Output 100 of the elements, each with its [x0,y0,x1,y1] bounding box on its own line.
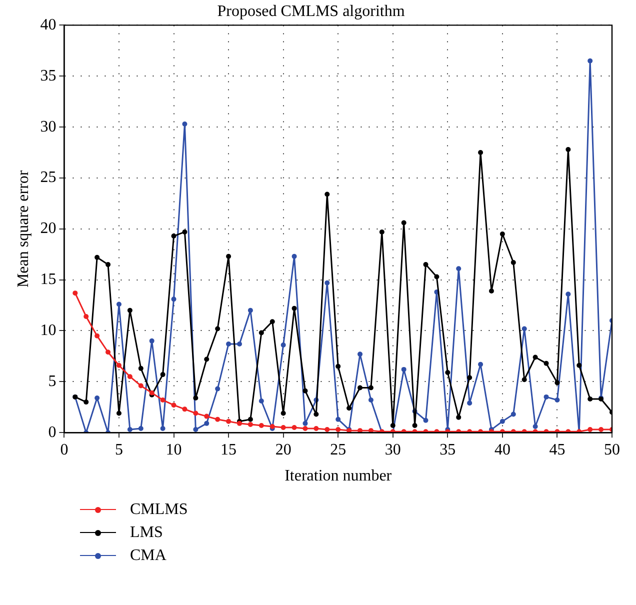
point [215,326,220,332]
point [106,262,111,268]
point [412,422,418,428]
point [292,254,297,259]
point [522,326,527,332]
point [467,400,472,406]
point [171,296,176,302]
point [324,192,330,197]
point [84,314,89,319]
point [193,410,198,416]
point [94,333,100,338]
x-tick-label: 30 [384,441,401,458]
y-tick-label: 35 [40,67,56,84]
point [314,412,319,417]
point [193,427,198,432]
point [94,395,100,400]
point [280,410,286,416]
point [488,288,494,294]
point [171,402,176,408]
point [138,426,144,432]
point [522,377,527,382]
point [160,426,166,432]
point [204,414,210,419]
point [270,319,275,324]
y-tick-label: 5 [48,372,56,390]
point [588,427,593,432]
point [116,362,122,368]
x-tick-label: 35 [440,441,456,458]
point [116,410,122,416]
point [324,427,330,432]
point [532,354,538,360]
point [204,356,210,362]
point [456,414,462,420]
point [510,412,516,417]
point [445,370,450,376]
point [127,308,132,313]
point [106,350,111,355]
point [236,341,242,346]
point [270,424,275,429]
point [368,398,374,403]
point [544,394,549,400]
legend-label: CMLMS [130,500,188,518]
point [510,260,516,266]
point [401,220,406,226]
legend-label: CMA [130,546,166,564]
y-axis-title: Mean square error [14,170,32,288]
point [358,385,363,390]
point [182,229,188,234]
point [588,396,593,402]
point [467,375,472,380]
point [302,388,308,394]
point [379,229,384,234]
point [566,292,571,297]
point [358,352,363,357]
point [478,150,484,156]
point [72,290,78,296]
x-tick-label: 45 [549,441,566,458]
y-tick-label: 30 [40,118,56,136]
point [171,234,176,239]
point [588,58,593,64]
point [160,398,166,403]
point [554,380,560,386]
point [566,146,571,152]
x-tick-label: 15 [220,441,237,458]
point [532,424,538,429]
point [314,426,319,432]
point [258,398,264,404]
y-tick-label: 10 [40,322,56,339]
point [248,416,253,422]
point [193,395,198,400]
point [280,342,286,348]
point [226,254,232,259]
chart-title: Proposed CMLMS algorithm [217,2,406,20]
point [336,416,341,422]
x-tick-label: 50 [604,441,620,458]
point [258,330,264,336]
x-axis-title: Iteration number [284,468,392,485]
point [302,420,308,426]
point [598,427,604,432]
y-tick-label: 20 [40,220,56,238]
legend-label: LMS [130,524,163,542]
point [182,406,188,412]
point [456,266,462,272]
point [401,366,406,372]
point [478,362,484,367]
y-tick-label: 25 [40,169,56,186]
point [204,420,210,426]
point [554,398,560,403]
x-tick-label: 0 [60,441,68,458]
x-tick-label: 40 [494,441,510,458]
point [434,274,440,280]
point [423,262,428,268]
point [116,302,122,307]
point [127,374,132,380]
point [544,360,549,366]
point [248,422,253,427]
point [423,418,428,423]
y-tick-label: 15 [40,271,56,288]
point [226,418,232,424]
point [336,364,341,369]
